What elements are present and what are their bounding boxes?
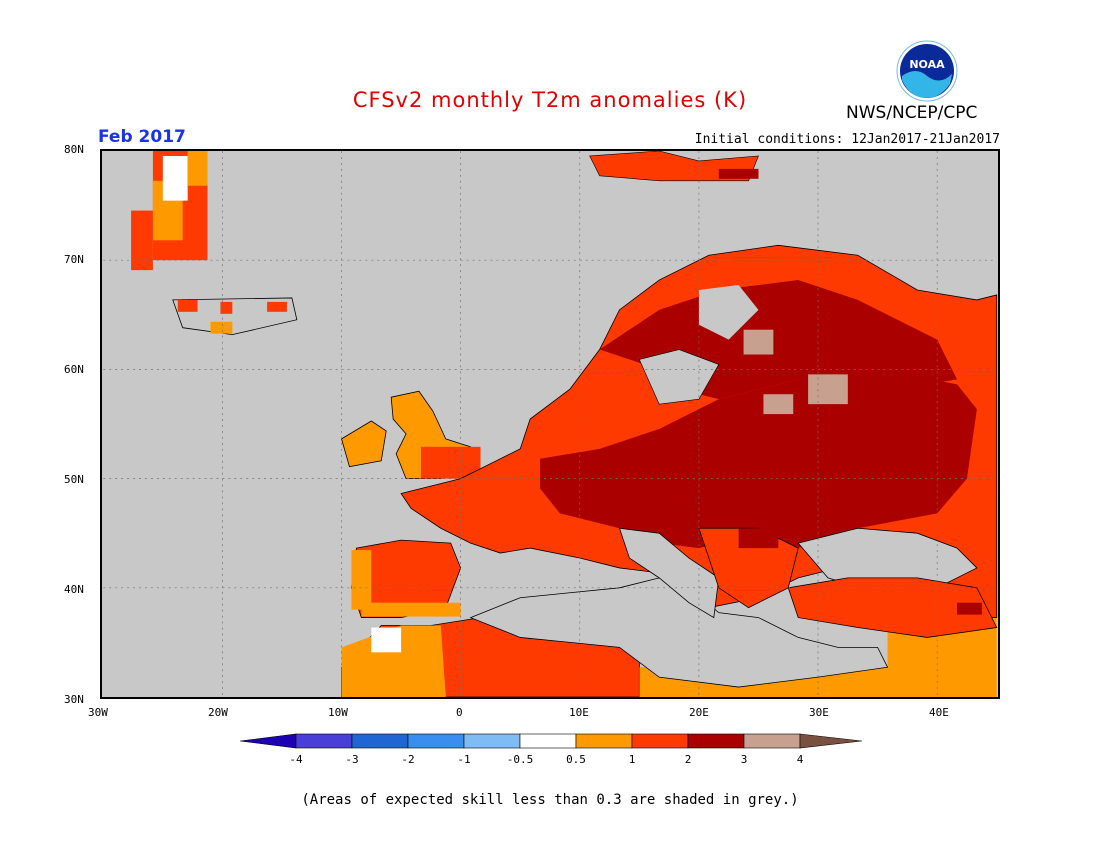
iberia-region <box>351 539 462 618</box>
colorbar-label: -3 <box>345 753 358 766</box>
colorbar-box <box>295 733 353 749</box>
agency-label: NWS/NCEP/CPC <box>846 103 978 123</box>
colorbar-box <box>743 733 801 749</box>
colorbar-arrow-left <box>240 733 297 749</box>
lon-label: 40E <box>929 706 949 719</box>
colorbar-label: 3 <box>741 753 748 766</box>
mediterranean-sea <box>469 527 978 688</box>
noaa-logo: NOAA <box>896 40 958 102</box>
colorbar-label: -4 <box>289 753 303 766</box>
lon-label: 0 <box>456 706 463 719</box>
colorbar-label: -2 <box>401 753 414 766</box>
colorbar-box <box>575 733 633 749</box>
anatolia-region <box>787 577 998 638</box>
colorbar-box <box>519 733 577 749</box>
colorbar-label: -1 <box>457 753 470 766</box>
colorbar-label: 0.5 <box>566 753 586 766</box>
lon-label: 10W <box>328 706 348 719</box>
svg-text:NOAA: NOAA <box>909 58 945 71</box>
colorbar-box <box>407 733 465 749</box>
lon-label: 10E <box>569 706 589 719</box>
svalbard-region <box>589 151 759 182</box>
lat-label: 50N <box>64 473 84 486</box>
lon-label: 30E <box>809 706 829 719</box>
initial-conditions: Initial conditions: 12Jan2017-21Jan2017 <box>694 132 1000 147</box>
lon-label: 20W <box>208 706 228 719</box>
lon-label: 30W <box>88 706 108 719</box>
lon-label: 20E <box>689 706 709 719</box>
lat-label: 30N <box>64 693 84 706</box>
colorbar-label: 2 <box>685 753 692 766</box>
colorbar-label: 1 <box>629 753 636 766</box>
colorbar-arrow-right <box>799 733 862 749</box>
colorbar-box <box>463 733 521 749</box>
grid-lines <box>103 151 997 697</box>
lat-label: 40N <box>64 583 84 596</box>
colorbar-label: -0.5 <box>507 753 534 766</box>
anomaly-map <box>100 149 1000 699</box>
footnote: (Areas of expected skill less than 0.3 a… <box>301 792 799 808</box>
british-isles-region <box>341 390 481 479</box>
colorbar-box <box>351 733 409 749</box>
forecast-month: Feb 2017 <box>98 127 186 147</box>
lat-label: 70N <box>64 253 84 266</box>
colorbar-label: 4 <box>797 753 804 766</box>
map-title: CFSv2 monthly T2m anomalies (K) <box>352 88 748 112</box>
greenland-region <box>131 151 208 271</box>
colorbar-box <box>631 733 689 749</box>
iceland-region <box>172 297 298 336</box>
lat-label: 60N <box>64 363 84 376</box>
lat-label: 80N <box>64 143 84 156</box>
colorbar: -4 -3 -2 -1 -0.5 0.5 1 2 3 4 <box>240 733 862 766</box>
colorbar-box <box>687 733 745 749</box>
